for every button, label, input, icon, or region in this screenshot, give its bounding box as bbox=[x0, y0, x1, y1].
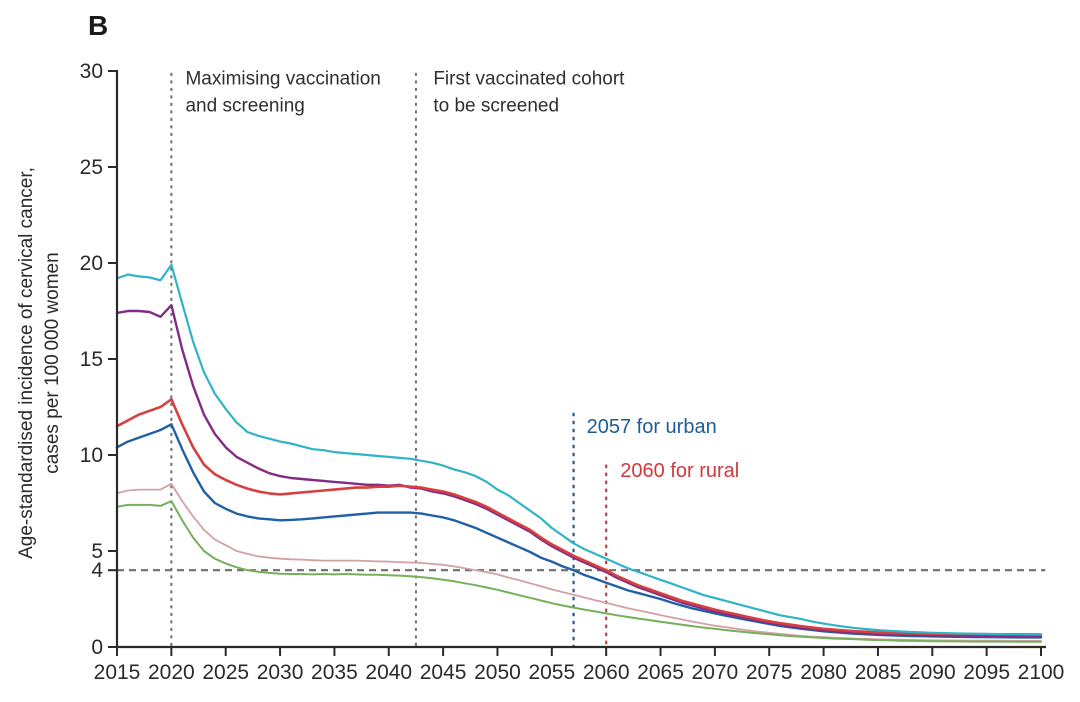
panel-label: B bbox=[88, 10, 109, 41]
x-tick-label-2040: 2040 bbox=[365, 661, 412, 684]
annotation-2057-urban: 2057 for urban bbox=[587, 416, 717, 438]
x-tick-label-2035: 2035 bbox=[311, 661, 358, 684]
annotation-first-cohort-line2: to be screened bbox=[433, 95, 559, 116]
x-tick-label-2050: 2050 bbox=[474, 661, 521, 684]
series-line-red bbox=[115, 397, 1043, 636]
x-tick-label-2060: 2060 bbox=[583, 661, 630, 684]
y-tick-label-25: 25 bbox=[80, 156, 103, 179]
x-tick-label-2100: 2100 bbox=[1018, 661, 1065, 684]
y-tick-label-10: 10 bbox=[80, 444, 103, 467]
annotation-max-vaccination-line1: Maximising vaccination bbox=[185, 68, 380, 89]
x-tick-label-2055: 2055 bbox=[528, 661, 575, 684]
series-line-pink bbox=[116, 482, 1042, 642]
annotation-2060-rural: 2060 for rural bbox=[620, 460, 739, 482]
x-tick-label-2025: 2025 bbox=[202, 661, 249, 684]
series-line-dark-blue bbox=[115, 423, 1043, 639]
y-tick-label-15: 15 bbox=[80, 348, 103, 371]
y-tick-label-20: 20 bbox=[80, 252, 103, 275]
x-tick-label-2030: 2030 bbox=[257, 661, 304, 684]
x-tick-label-2085: 2085 bbox=[855, 661, 902, 684]
annotation-first-cohort-line1: First vaccinated cohort bbox=[433, 68, 625, 89]
x-tick-label-2045: 2045 bbox=[420, 661, 467, 684]
y-tick-label-5: 5 bbox=[91, 540, 103, 563]
series-line-teal bbox=[115, 263, 1043, 636]
x-tick-label-2095: 2095 bbox=[963, 661, 1010, 684]
x-tick-label-2080: 2080 bbox=[800, 661, 847, 684]
x-tick-label-2090: 2090 bbox=[909, 661, 956, 684]
annotation-max-vaccination-line2: and screening bbox=[185, 95, 304, 116]
y-tick-label-4: 4 bbox=[91, 559, 103, 582]
x-tick-label-2070: 2070 bbox=[692, 661, 739, 684]
series-line-green bbox=[116, 500, 1042, 643]
y-tick-label-30: 30 bbox=[80, 60, 103, 83]
x-tick-label-2075: 2075 bbox=[746, 661, 793, 684]
x-tick-label-2020: 2020 bbox=[148, 661, 195, 684]
series-line-purple bbox=[115, 304, 1043, 638]
x-tick-label-2065: 2065 bbox=[637, 661, 684, 684]
y-tick-label-0: 0 bbox=[91, 636, 103, 659]
x-tick-label-2015: 2015 bbox=[94, 661, 141, 684]
